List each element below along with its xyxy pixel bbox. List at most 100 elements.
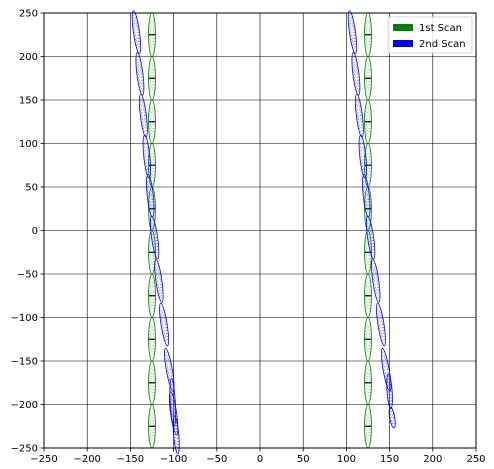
ellipse-sample	[388, 381, 391, 402]
y-tick-label: 250	[19, 9, 38, 20]
ellipse-sample	[151, 222, 158, 253]
ellipse-outline	[131, 10, 142, 54]
x-tick-label: 50	[297, 454, 310, 465]
ellipse-mark	[135, 52, 145, 96]
ellipse-sample	[377, 306, 385, 343]
y-tick-label: 150	[19, 96, 38, 107]
ellipse-outline	[351, 52, 361, 96]
ellipse-sample	[353, 58, 359, 90]
ellipse-sample	[174, 424, 178, 446]
y-tick-label: −100	[11, 313, 38, 324]
ellipse-outline	[169, 378, 177, 428]
ellipse-mark	[169, 378, 177, 428]
series-2	[131, 10, 396, 455]
ellipse-sample	[348, 13, 357, 51]
y-tick-label: −200	[11, 400, 38, 411]
ellipse-sample	[387, 376, 393, 407]
ellipse-mark	[347, 10, 358, 54]
ellipse-sample	[150, 219, 159, 256]
ellipse-sample	[365, 236, 371, 268]
ellipse-sample	[155, 262, 163, 300]
ellipse-mark	[172, 415, 180, 455]
ellipse-sample	[365, 193, 371, 225]
ellipse-sample	[170, 385, 175, 420]
ellipse-sample	[360, 141, 366, 172]
ellipse-sample	[165, 351, 174, 389]
y-tick-label: 0	[32, 226, 38, 237]
y-tick-label: −250	[11, 444, 38, 455]
ellipse-sample	[377, 309, 385, 340]
ellipse-sample	[132, 13, 141, 51]
ellipse-outline	[376, 302, 386, 347]
ellipse-sample	[382, 351, 391, 389]
ellipse-mark	[149, 215, 160, 260]
ellipse-sample	[160, 306, 168, 343]
ellipse-sample	[170, 397, 177, 429]
ellipse-sample	[366, 219, 375, 256]
ellipse-outline	[371, 259, 381, 303]
ellipse-sample	[365, 149, 371, 181]
ellipse-sample	[365, 410, 371, 442]
ellipse-mark	[388, 406, 396, 429]
ellipse-mark	[154, 259, 164, 303]
ellipse-sample	[357, 103, 362, 128]
ellipse-sample	[365, 367, 371, 399]
ellipse-sample	[173, 418, 179, 452]
ellipse-sample	[140, 100, 147, 131]
ellipse-mark	[164, 348, 175, 392]
y-tick-label: −50	[17, 270, 38, 281]
ellipse-sample	[383, 357, 389, 382]
legend: 1st Scan 2nd Scan	[387, 16, 473, 54]
y-tick-label: −150	[11, 357, 38, 368]
ellipse-sample	[382, 354, 390, 385]
ellipse-mark	[131, 10, 142, 54]
x-tick-label: 0	[257, 454, 263, 465]
ellipse-sample	[144, 141, 150, 172]
ellipse-mark	[351, 52, 361, 96]
ellipse-sample	[139, 97, 147, 135]
ellipse-sample	[170, 381, 176, 424]
ellipse-sample	[133, 16, 140, 48]
ellipse-sample	[367, 222, 374, 253]
ellipse-sample	[350, 20, 355, 45]
x-tick-label: 250	[466, 454, 485, 465]
ellipse-outline	[135, 52, 145, 96]
legend-label: 1st Scan	[419, 23, 462, 34]
ellipse-sample	[373, 268, 378, 293]
ellipse-sample	[349, 16, 356, 48]
ellipse-mark	[148, 273, 156, 318]
ellipse-sample	[365, 280, 371, 312]
ellipse-mark	[386, 373, 393, 410]
ellipse-sample	[174, 421, 179, 449]
ellipse-mark	[371, 259, 381, 303]
ellipse-sample	[160, 309, 168, 340]
ellipse-mark	[380, 348, 392, 392]
ellipse-sample	[389, 408, 395, 427]
x-tick-label: −50	[206, 454, 227, 465]
ellipse-sample	[147, 180, 153, 211]
ellipse-mark	[159, 302, 170, 347]
ellipse-sample	[372, 262, 380, 300]
ellipse-outline	[154, 259, 164, 303]
x-tick-label: −250	[30, 454, 57, 465]
ellipse-outline	[388, 406, 396, 429]
ellipse-sample	[365, 323, 371, 355]
ellipse-outline	[172, 415, 180, 455]
ellipse-sample	[147, 177, 154, 215]
ellipse-outline	[365, 215, 376, 260]
x-tick-label: −200	[73, 454, 100, 465]
y-tick-label: 200	[19, 52, 38, 63]
ellipse-sample	[353, 61, 358, 86]
ellipse-sample	[387, 379, 392, 404]
ellipse-sample	[363, 180, 369, 211]
ellipse-outline	[347, 10, 358, 54]
legend-swatch	[393, 24, 413, 31]
x-tick-label: −150	[117, 454, 144, 465]
ellipse-sample	[165, 354, 173, 385]
x-tick-label: 150	[380, 454, 399, 465]
axes-layer: −250 −200 −150 −100 −50 0 50 100 150 200 250 −250 −2…	[11, 9, 486, 466]
ellipse-outline	[164, 348, 175, 392]
ellipse-sample	[137, 58, 143, 90]
ellipse-sample	[136, 55, 144, 93]
